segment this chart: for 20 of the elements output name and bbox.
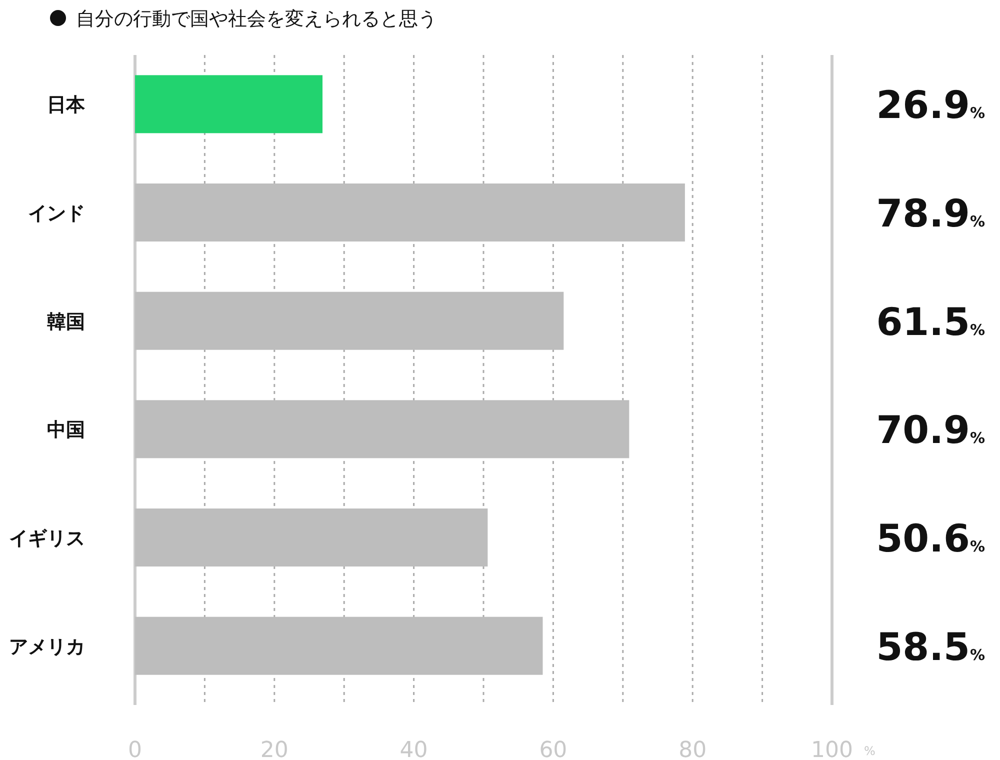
y-tick-label: 中国 (47, 419, 85, 442)
data-label: 58.5% (876, 624, 985, 669)
y-tick-label: イギリス (9, 528, 85, 550)
y-tick-label: 日本 (47, 94, 86, 116)
y-tick-label: 韓国 (47, 310, 85, 333)
bar (135, 400, 630, 458)
data-label: 78.9% (876, 192, 985, 236)
bar (135, 616, 543, 675)
x-axis-title: % (864, 744, 876, 758)
y-tick-label: アメリカ (9, 636, 85, 658)
bar (135, 75, 322, 134)
chart-title: 自分の行動で国や社会を変えられると思う (76, 8, 437, 30)
bar (135, 508, 488, 566)
data-label: 26.9% (876, 83, 985, 128)
data-label: 70.9% (876, 408, 985, 452)
data-label: 61.5% (876, 300, 985, 344)
data-label: 50.6% (876, 516, 985, 560)
bar (135, 184, 685, 242)
y-tick-label: インド (28, 202, 85, 224)
bar (135, 292, 564, 350)
